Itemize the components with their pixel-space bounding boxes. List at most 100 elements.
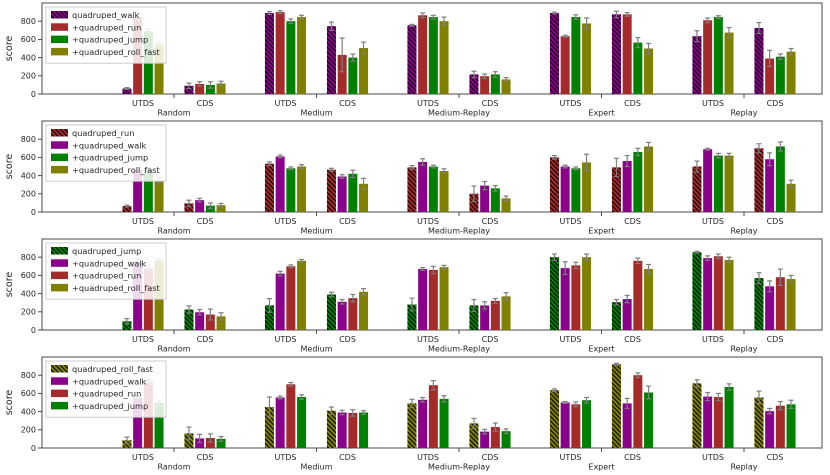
bar [571,265,581,330]
x-group-label: Medium-Replay [428,227,490,236]
bar-hatch-overlay [122,206,132,212]
y-tick-label: 200 [21,190,36,199]
x-group-label: Medium [301,463,333,472]
bar [154,44,164,94]
legend-label: +quadruped_run [72,22,141,32]
bar [703,258,713,330]
bar [205,84,215,94]
legend-swatch [51,271,68,280]
x-cluster-label: UTDS [275,217,297,226]
legend-label: +quadruped_jump [72,153,148,163]
bar [786,183,796,212]
bar [775,56,785,94]
legend-label: quadruped_jump [72,246,141,256]
x-cluster-label: UTDS [560,453,582,462]
legend-label: +quadruped_jump [72,35,148,45]
x-group-label: Medium [301,109,333,118]
y-tick-label: 400 [21,407,36,416]
bar [205,314,215,330]
y-tick-label: 800 [21,17,36,26]
x-group-label: Replay [730,227,757,236]
legend-swatch [51,47,68,56]
x-cluster-label: UTDS [132,217,154,226]
bar-hatch-overlay [469,193,479,212]
bar-hatch-overlay [549,157,559,212]
bar [297,17,307,95]
bar [195,200,205,212]
subplot-quadruped-jump: 0 200 400 600 800 score UTDS CDS Random UTDS CDS Me… [0,236,830,354]
x-cluster-label: CDS [339,335,356,344]
x-group-label: Expert [588,345,614,354]
x-group-label: Expert [588,463,614,472]
y-tick-label: 400 [21,289,36,298]
subplot-quadruped-run: 0 200 400 600 800 score UTDS CDS Random UTDS CDS Me… [0,118,830,236]
y-axis-label: score [4,36,15,62]
y-tick-label: 200 [21,72,36,81]
x-cluster-label: CDS [624,335,641,344]
x-cluster-label: CDS [339,217,356,226]
x-cluster-label: CDS [197,99,214,108]
x-cluster-label: UTDS [275,335,297,344]
bar [490,74,500,94]
x-cluster-label: CDS [482,335,499,344]
bar [359,183,369,212]
bar [571,168,581,212]
x-cluster-label: CDS [197,335,214,344]
legend-swatch [51,153,68,162]
bar [501,431,511,448]
y-axis-label: score [4,390,15,416]
bar [439,267,449,330]
bar-hatch-overlay [754,148,764,212]
bar-hatch-overlay [184,203,194,212]
y-tick-label: 600 [21,389,36,398]
bar [359,291,369,330]
bar-hatch-overlay [549,13,559,94]
bar [286,384,296,448]
bar-hatch-overlay [264,13,274,94]
y-tick-label: 200 [21,308,36,317]
bar [428,166,438,212]
bar [633,375,643,448]
y-tick-label: 800 [21,253,36,262]
bar [348,298,358,330]
bar [337,301,347,330]
bar-hatch-overlay [407,25,417,95]
bar [348,173,358,212]
x-group-label: Medium-Replay [428,463,490,472]
bar-hatch-overlay [611,364,621,448]
y-axis-label: score [4,154,15,180]
bar-hatch-overlay [122,88,132,94]
bar [216,205,226,212]
legend-label: +quadruped_roll_fast [72,283,161,293]
x-cluster-label: UTDS [132,453,154,462]
bar [480,431,490,448]
bar [143,170,153,212]
bar [297,166,307,212]
x-cluster-label: UTDS [132,99,154,108]
legend-swatch [51,389,68,398]
bar [133,170,143,212]
y-tick-label: 600 [21,153,36,162]
bar [337,412,347,448]
bar [490,427,500,448]
bar-hatch-overlay [326,169,336,212]
bar [765,159,775,212]
bar [724,32,734,94]
x-cluster-label: UTDS [417,335,439,344]
bar [560,36,570,94]
x-cluster-label: CDS [482,99,499,108]
subplot-quadruped-walk: 0 200 400 600 800 score UTDS CDS Random UTDS CDS Me… [0,0,830,118]
x-group-label: Replay [730,463,757,472]
bar [713,155,723,212]
bar [582,257,592,330]
y-axis-label: score [4,272,15,298]
bar [582,162,592,212]
bar-hatch-overlay [122,440,132,448]
x-group-label: Expert [588,227,614,236]
bar [216,83,226,94]
legend-swatch [51,141,68,149]
bar [154,180,164,212]
x-cluster-label: UTDS [417,217,439,226]
legend-swatch [51,259,68,267]
